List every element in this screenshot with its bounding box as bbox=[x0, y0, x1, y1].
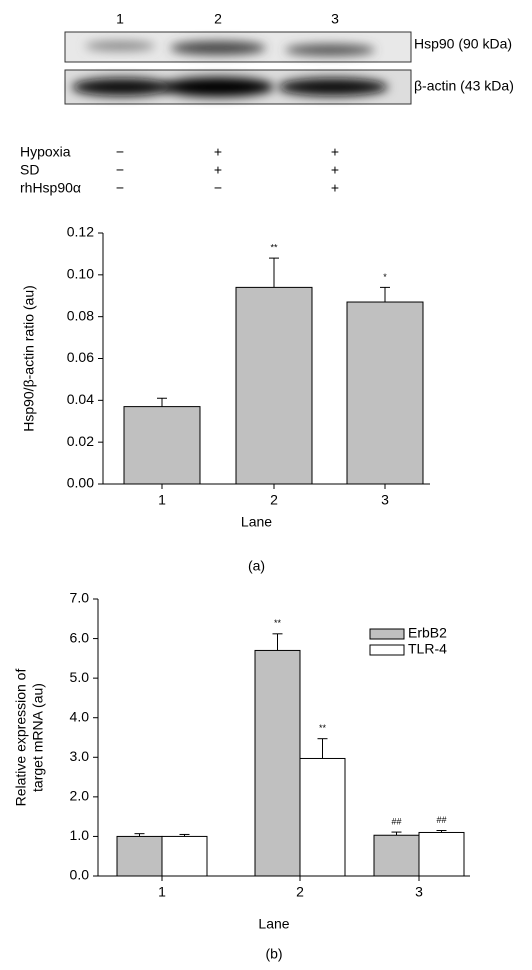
annotation: ** bbox=[319, 723, 327, 733]
y-tick-label: 6.0 bbox=[70, 629, 90, 645]
figure: Hsp90 (90 kDa) β-actin (43 kDa) 1 2 3 Hypox… bbox=[0, 0, 532, 970]
bar bbox=[117, 836, 162, 876]
condition-mark: + bbox=[331, 162, 339, 178]
y-tick-label: 2.0 bbox=[70, 788, 90, 804]
band bbox=[278, 78, 388, 96]
y-tick-label: 4.0 bbox=[70, 708, 90, 724]
lane-label: 1 bbox=[116, 11, 124, 27]
y-tick-label: 0.06 bbox=[67, 349, 94, 365]
condition-mark: − bbox=[116, 180, 124, 196]
band bbox=[72, 78, 172, 96]
bar bbox=[162, 836, 207, 876]
y-tick-label: 0.04 bbox=[67, 391, 94, 407]
x-tick-label: 2 bbox=[270, 492, 278, 508]
bar bbox=[347, 302, 423, 484]
y-tick-label: 0.02 bbox=[67, 433, 94, 449]
x-axis-label: Lane bbox=[241, 514, 272, 530]
x-tick-label: 1 bbox=[158, 884, 166, 900]
x-axis-label: Lane bbox=[258, 916, 289, 932]
x-tick-label: 1 bbox=[158, 492, 166, 508]
y-axis-label: Relative expression of bbox=[13, 669, 29, 807]
bar bbox=[124, 407, 200, 484]
condition-label: rhHsp90α bbox=[20, 180, 81, 196]
condition-mark: + bbox=[214, 144, 222, 160]
y-tick-label: 0.08 bbox=[67, 307, 94, 323]
bar bbox=[255, 650, 300, 876]
band bbox=[170, 41, 266, 55]
x-tick-label: 3 bbox=[415, 884, 423, 900]
band bbox=[285, 44, 375, 56]
band-label: Hsp90 (90 kDa) bbox=[414, 36, 512, 52]
panel-label: (b) bbox=[265, 946, 282, 962]
legend-swatch bbox=[370, 645, 404, 655]
band bbox=[162, 77, 274, 97]
bar bbox=[236, 287, 312, 484]
annotation: ** bbox=[274, 618, 282, 628]
condition-label: Hypoxia bbox=[20, 144, 71, 160]
y-tick-label: 5.0 bbox=[70, 669, 90, 685]
band-label: β-actin (43 kDa) bbox=[414, 78, 514, 94]
y-tick-label: 0.00 bbox=[67, 475, 94, 491]
condition-mark: + bbox=[331, 144, 339, 160]
bar bbox=[300, 758, 345, 876]
condition-mark: + bbox=[214, 162, 222, 178]
y-tick-label: 0.0 bbox=[70, 867, 90, 883]
lane-label: 3 bbox=[331, 11, 339, 27]
condition-mark: − bbox=[214, 180, 222, 196]
y-tick-label: 1.0 bbox=[70, 827, 90, 843]
bar bbox=[374, 835, 419, 876]
annotation: ## bbox=[436, 815, 446, 825]
x-tick-label: 3 bbox=[381, 492, 389, 508]
y-tick-label: 0.10 bbox=[67, 266, 94, 282]
legend-swatch bbox=[370, 629, 404, 639]
condition-mark: + bbox=[331, 180, 339, 196]
lane-label: 2 bbox=[214, 11, 222, 27]
annotation: ## bbox=[391, 816, 401, 826]
y-tick-label: 0.12 bbox=[67, 224, 94, 240]
y-tick-label: 7.0 bbox=[70, 590, 90, 606]
x-tick-label: 2 bbox=[296, 884, 304, 900]
condition-mark: − bbox=[116, 162, 124, 178]
annotation: ** bbox=[270, 242, 278, 252]
y-tick-label: 3.0 bbox=[70, 748, 90, 764]
y-axis-label: Hsp90/β-actin ratio (au) bbox=[21, 285, 37, 432]
annotation: * bbox=[383, 272, 387, 282]
legend-label: TLR-4 bbox=[408, 641, 447, 657]
band bbox=[85, 41, 155, 51]
condition-label: SD bbox=[20, 162, 39, 178]
condition-mark: − bbox=[116, 144, 124, 160]
panel-label: (a) bbox=[248, 558, 265, 574]
bar bbox=[419, 832, 464, 876]
y-axis-label: target mRNA (au) bbox=[30, 683, 46, 792]
page: Hsp90 (90 kDa) β-actin (43 kDa) 1 2 3 Hypox… bbox=[0, 0, 532, 970]
legend-label: ErbB2 bbox=[408, 625, 447, 641]
